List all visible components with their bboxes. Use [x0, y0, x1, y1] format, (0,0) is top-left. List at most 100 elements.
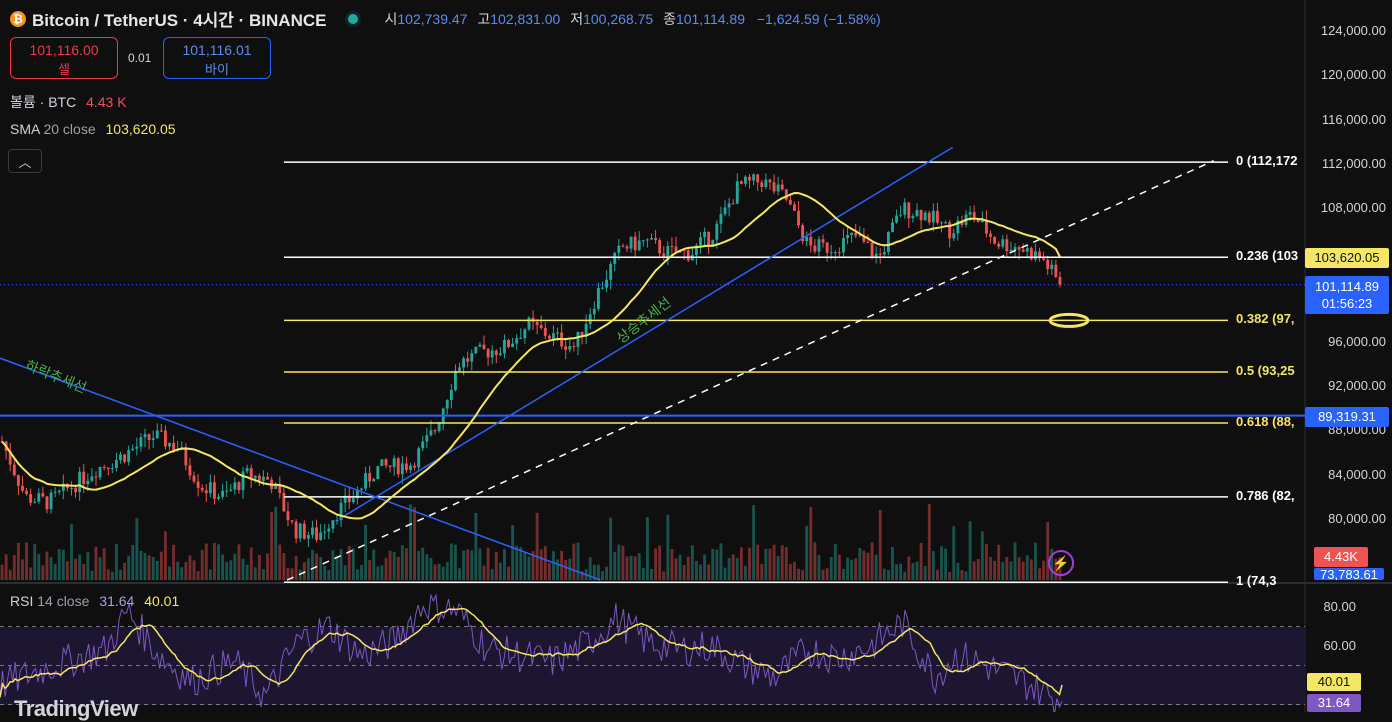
candle [466, 358, 470, 362]
volume-bar [425, 554, 429, 580]
volume-bar [172, 544, 176, 580]
price-tick-label: 96,000.00 [1328, 333, 1386, 349]
candle [780, 184, 784, 190]
candle [899, 214, 903, 216]
volume-bar [12, 555, 16, 580]
volume-bar [257, 554, 261, 580]
volume-bar [866, 552, 870, 580]
symbol-title[interactable]: Bitcoin / TetherUS · 4시간 · BINANCE [32, 11, 327, 30]
volume-bar [997, 544, 1001, 580]
fibonacci-retracement[interactable] [284, 161, 1228, 583]
volume-bar [437, 563, 441, 580]
volume-bar [703, 554, 707, 580]
candle [155, 430, 159, 439]
volume-bar [682, 564, 686, 580]
candle [523, 329, 527, 339]
candle [200, 487, 204, 491]
candle [744, 176, 747, 184]
symbol-header: ₿ Bitcoin / TetherUS · 4시간 · BINANCE 시10… [10, 6, 881, 31]
candle [478, 344, 482, 347]
volume-bar [686, 556, 690, 580]
volume-bar [41, 565, 45, 580]
sma-20-line [1, 191, 1061, 520]
volume-bar [503, 549, 506, 580]
volume-bar [564, 559, 568, 580]
volume-legend[interactable]: 볼륨 · BTC 4.43 K [10, 94, 127, 110]
volume-bar [208, 569, 212, 580]
volume-bar [837, 554, 841, 580]
lightning-icon[interactable]: ⚡ [1048, 550, 1074, 576]
volume-bar [821, 569, 825, 580]
candle [298, 523, 302, 539]
volume-bar [200, 550, 204, 580]
candle [768, 179, 772, 183]
candle [980, 219, 984, 223]
volume-bar [396, 556, 400, 580]
candle [74, 488, 77, 493]
volume-bar [433, 564, 437, 580]
volume-bar [33, 544, 37, 580]
volume-bar [53, 564, 57, 580]
rsi-legend[interactable]: RSI 14 close 31.64 40.01 [10, 593, 180, 609]
volume-bar [931, 551, 935, 580]
volume-bar [331, 550, 335, 580]
rsi-tick-label: 60.00 [1323, 638, 1356, 653]
candle [49, 492, 53, 510]
sma-price-tag: 103,620.05 [1305, 248, 1389, 268]
volume-bar [641, 567, 645, 580]
candle [159, 430, 163, 432]
volume-bar [527, 556, 531, 580]
candle [650, 238, 653, 240]
volume-bar [923, 565, 927, 580]
volume-bar [972, 561, 976, 580]
volume-bar [180, 567, 184, 580]
volume-bar [327, 569, 331, 580]
candle [16, 475, 20, 486]
volume-bar [355, 569, 359, 580]
candle [8, 450, 12, 465]
trendlines[interactable] [0, 146, 1305, 581]
price-tick-label: 80,000.00 [1328, 511, 1386, 526]
volume-bar [862, 550, 866, 580]
candle [625, 246, 629, 249]
volume-bar [204, 543, 208, 580]
volume-bar [531, 551, 535, 580]
volume-bar [147, 555, 151, 580]
sma-legend[interactable]: SMA 20 close 103,620.05 [10, 121, 176, 137]
volume-bar [793, 561, 796, 580]
candle [168, 442, 171, 447]
volume-bar [392, 552, 396, 580]
volume-bar [523, 552, 527, 580]
candle [470, 353, 474, 362]
candle [433, 430, 437, 432]
volume-bar [1005, 556, 1009, 580]
volume-bar [278, 544, 282, 580]
volume-bar [470, 550, 474, 580]
volume-bar [952, 526, 956, 580]
candle [739, 181, 743, 184]
volume-bar [119, 569, 122, 580]
candle [543, 327, 547, 336]
candle [445, 400, 449, 409]
volume-bar [870, 542, 874, 580]
volume-bar [989, 556, 992, 580]
collapse-legend-button[interactable]: ︿ [8, 149, 42, 173]
candle [339, 502, 343, 521]
volume-bar [306, 558, 310, 580]
candle [139, 437, 143, 447]
sell-button[interactable]: 101,116.00 셀 [10, 37, 118, 79]
volume-bar [163, 531, 167, 580]
candle [462, 358, 466, 368]
volume-bar [82, 564, 86, 580]
market-status-icon[interactable] [348, 13, 359, 24]
candle [539, 325, 543, 328]
volume-bar [601, 571, 604, 580]
volume-bar [1046, 522, 1050, 580]
candle [163, 430, 167, 447]
volume-bar [617, 544, 621, 580]
buy-button[interactable]: 101,116.01 바이 [163, 37, 271, 79]
volume-bar [486, 547, 490, 580]
candle [86, 480, 90, 485]
volume-bar [1009, 561, 1013, 580]
